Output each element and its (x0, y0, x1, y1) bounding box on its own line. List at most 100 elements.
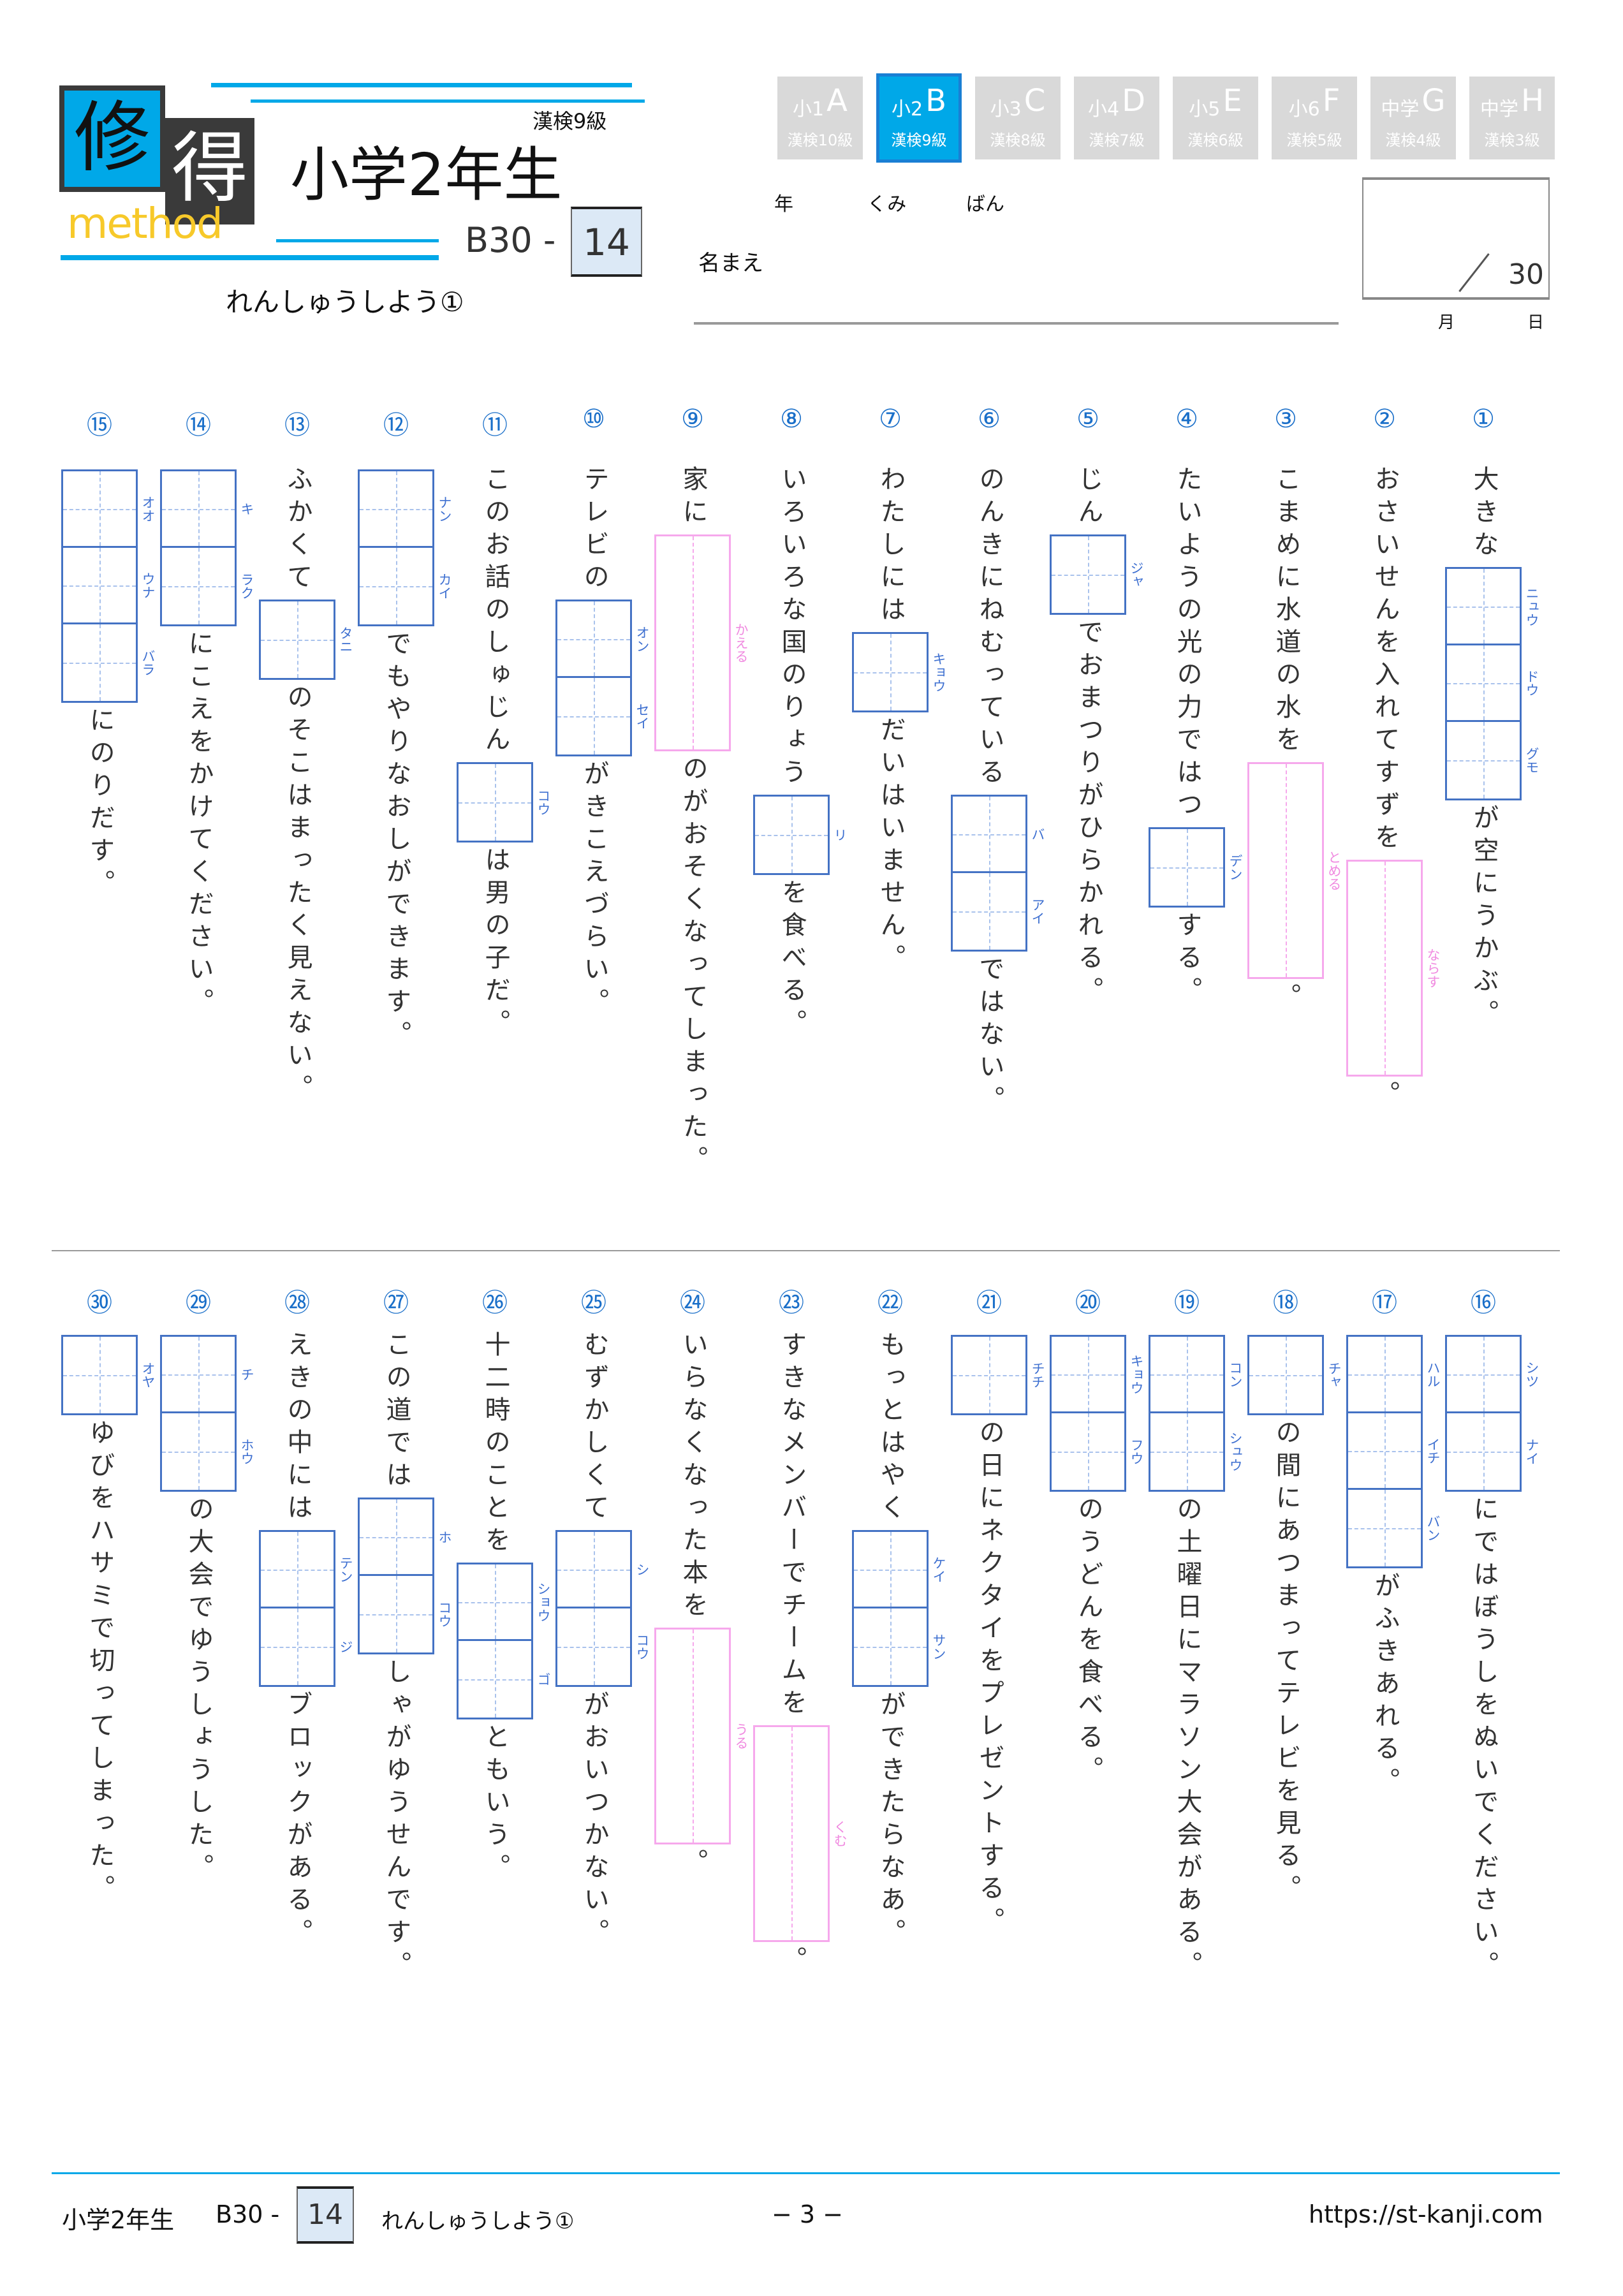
furigana: オン (635, 625, 650, 652)
level-tab-b[interactable]: 小2B 漢検9級 (876, 73, 962, 163)
kanji-cell[interactable]: ゴ (459, 1641, 551, 1718)
kanji-cell[interactable]: ナイ (1447, 1413, 1539, 1490)
kanji-cell[interactable]: ホ (360, 1499, 452, 1576)
kanji-cell[interactable]: シツ (1447, 1337, 1539, 1413)
tab-letter: B (925, 83, 947, 119)
kanji-cell[interactable]: ハル (1348, 1337, 1441, 1413)
kanji-cell[interactable]: キ (162, 471, 254, 548)
kanji-answer-box[interactable]: リ (753, 795, 848, 875)
kanji-cell[interactable]: ケイ (854, 1532, 946, 1608)
kanji-answer-box[interactable]: バアイ (951, 795, 1045, 952)
level-tab-g[interactable]: 中学G 漢検4級 (1370, 77, 1456, 159)
kanji-cell[interactable]: チャ (1249, 1337, 1342, 1413)
level-tab-d[interactable]: 小4D 漢検7級 (1074, 77, 1159, 159)
kanji-answer-box[interactable]: シツナイ (1445, 1335, 1539, 1492)
kanji-cell[interactable]: コン (1150, 1337, 1243, 1413)
kanji-cell[interactable]: チ (162, 1337, 254, 1413)
kanji-cell[interactable]: カイ (360, 548, 452, 624)
kanji-cell[interactable]: ドウ (1447, 645, 1539, 722)
kanji-cell[interactable]: キョウ (854, 634, 946, 710)
furigana: バン (1425, 1515, 1441, 1542)
kanji-answer-box[interactable]: ジャ (1050, 534, 1144, 615)
site-url[interactable]: https://st-kanji.com (1309, 2200, 1543, 2228)
level-tab-a[interactable]: 小1A 漢検10級 (777, 77, 863, 159)
kanken-level: 漢検9級 (532, 109, 607, 133)
kanji-answer-box[interactable]: ニュウ ドウグモ (1445, 567, 1539, 800)
kanji-answer-box[interactable]: コン シュウ (1149, 1335, 1243, 1492)
kanji-cell[interactable]: コウ (459, 764, 551, 841)
level-tab-c[interactable]: 小3C 漢検8級 (975, 77, 1061, 159)
kanji-cell[interactable]: アイ (953, 873, 1045, 950)
kanji-cell[interactable]: ニュウ (1447, 569, 1539, 645)
kanji-cell[interactable]: キョウ (1052, 1337, 1144, 1413)
okurigana-answer-box[interactable]: うる (654, 1628, 749, 1844)
kanji-answer-box[interactable]: テンジ (259, 1530, 353, 1687)
level-tab-h[interactable]: 中学H 漢検3級 (1469, 77, 1555, 159)
kanji-answer-box[interactable]: オヤ (61, 1335, 156, 1415)
sentence-text: する。 (1172, 911, 1202, 1009)
kanji-cell[interactable]: シ (557, 1532, 650, 1608)
kanji-cell[interactable]: イチ (1348, 1413, 1441, 1490)
level-tab-f[interactable]: 小6F 漢検5級 (1272, 77, 1357, 159)
kanji-cell[interactable]: オン (557, 601, 650, 678)
kanji-answer-box[interactable]: チャ (1247, 1335, 1342, 1415)
kanji-answer-box[interactable]: ショウゴ (457, 1563, 551, 1719)
okurigana-answer-box[interactable]: かえる (654, 534, 749, 751)
kanji-cell[interactable]: ジ (261, 1608, 353, 1685)
kanji-cell[interactable]: バ (953, 797, 1045, 873)
kanji-cell[interactable]: バン (1348, 1490, 1441, 1566)
kanji-answer-box[interactable]: キョウ (852, 632, 946, 712)
kanji-cell[interactable]: テン (261, 1532, 353, 1608)
kanji-cell[interactable]: フウ (1052, 1413, 1144, 1490)
kanji-answer-box[interactable]: オンセイ (555, 600, 650, 756)
name-field[interactable] (694, 322, 1339, 325)
kanji-answer-box[interactable]: ケイ サン (852, 1530, 946, 1687)
furigana: テン (338, 1556, 353, 1583)
sentence-text: たいようの光の力ではつ (1172, 466, 1202, 823)
kanji-answer-box[interactable]: ハル イチバン (1346, 1335, 1441, 1568)
kanji-cell[interactable]: ショウ (459, 1564, 551, 1641)
furigana: チャ (1326, 1362, 1342, 1388)
kanji-answer-box[interactable]: キョウ フウ (1050, 1335, 1144, 1492)
kanji-cell[interactable]: リ (755, 797, 848, 873)
kanji-answer-box[interactable]: タニ (259, 600, 353, 680)
kanji-cell[interactable]: ナン (360, 471, 452, 548)
kanji-cell[interactable]: オオ (63, 471, 156, 548)
kanji-answer-box[interactable]: キラク (160, 469, 254, 626)
kanji-answer-box[interactable]: チホウ (160, 1335, 254, 1492)
kanji-cell[interactable]: ジャ (1052, 536, 1144, 613)
kanji-cell[interactable]: チチ (953, 1337, 1045, 1413)
level-tab-e[interactable]: 小5E 漢検6級 (1173, 77, 1258, 159)
kanji-answer-box[interactable]: シコウ (555, 1530, 650, 1687)
kanji-answer-box[interactable]: デン (1149, 827, 1243, 908)
sentence-text: テレビの (579, 466, 609, 596)
kanji-answer-box[interactable]: ホコウ (358, 1498, 452, 1654)
kanji-cell[interactable]: グモ (1447, 722, 1539, 798)
kanji-cell[interactable]: ラク (162, 548, 254, 624)
kanji-cell[interactable]: ホウ (162, 1413, 254, 1490)
kanji-answer-box[interactable]: チチ (951, 1335, 1045, 1415)
okurigana-answer-box[interactable]: くむ (753, 1725, 848, 1942)
okurigana-answer-box[interactable]: とめる (1247, 762, 1342, 979)
kanji-cell[interactable]: コウ (557, 1608, 650, 1685)
kanji-cell[interactable]: ウナ (63, 548, 156, 624)
kanji-cell[interactable]: デン (1150, 829, 1243, 906)
sentence-text: の土曜日にマラソン大会がある。 (1172, 1496, 1202, 1983)
question-12: ナン カイ でもやりなおしができます。 (358, 466, 452, 1053)
kanji-cell[interactable]: シュウ (1150, 1413, 1243, 1490)
kanji-answer-box[interactable]: オオ ウナ バラ (61, 469, 156, 703)
kanji-cell[interactable]: コウ (360, 1576, 452, 1652)
furigana: アイ (1030, 898, 1045, 925)
kanji-answer-box[interactable]: ナン カイ (358, 469, 452, 626)
kanji-answer-box[interactable]: コウ (457, 762, 551, 843)
okurigana-answer-box[interactable]: ならす (1346, 860, 1441, 1077)
kanji-cell[interactable]: セイ (557, 678, 650, 754)
reading-hint: うる (733, 1723, 749, 1749)
kanji-cell[interactable]: サン (854, 1608, 946, 1685)
question-27: この道ではホコウ しゃがゆうせんです。 (358, 1331, 452, 1983)
furigana: グモ (1524, 747, 1539, 774)
kanji-cell[interactable]: タニ (261, 601, 353, 678)
furigana: シツ (1524, 1360, 1539, 1388)
kanji-cell[interactable]: オヤ (63, 1337, 156, 1413)
kanji-cell[interactable]: バラ (63, 624, 156, 701)
